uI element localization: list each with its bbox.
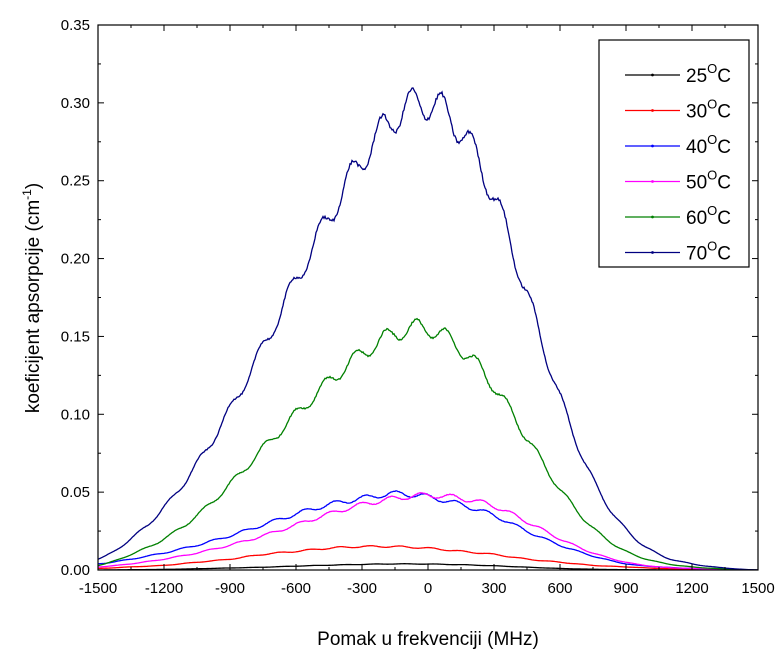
- legend-label-40: 40OC: [686, 132, 731, 158]
- y-tick-label: 0.25: [61, 173, 90, 190]
- legend-label-50: 50OC: [686, 168, 731, 194]
- y-tick-label: 0.00: [61, 562, 90, 579]
- legend-label-25: 25OC: [686, 61, 731, 87]
- legend-label-70: 70OC: [686, 239, 731, 265]
- x-tick-label: 600: [547, 580, 572, 597]
- series-line-40: [98, 490, 758, 570]
- x-tick-label: 1200: [675, 580, 708, 597]
- legend-marker-50: [651, 180, 654, 183]
- y-axis-title: koeficijent apsorpcije (cm-1): [20, 183, 44, 413]
- legend-marker-25: [651, 73, 654, 77]
- series-line-60: [98, 317, 758, 570]
- y-tick-label: 0.30: [61, 95, 90, 112]
- legend-marker-30: [651, 109, 654, 112]
- series-layer: [98, 87, 758, 570]
- legend-box: [598, 39, 750, 268]
- legend: 25OC 30OC 40OC 50OC 60OC 70OC: [598, 39, 750, 268]
- x-tick-label: 0: [424, 580, 432, 597]
- y-tick-label: 0.35: [61, 17, 90, 34]
- legend-marker-70: [651, 251, 654, 254]
- legend-marker-40: [651, 144, 654, 148]
- x-axis-title: Pomak u frekvenciji (MHz): [317, 629, 539, 650]
- x-tick-label: -900: [215, 580, 245, 597]
- x-tick-label: 900: [613, 580, 638, 597]
- series-line-50: [98, 492, 758, 570]
- x-axis: -1500 -1200 -900 -600 -300 0 300 600 900 1200 1500: [79, 25, 775, 597]
- x-tick-label: -300: [347, 580, 377, 597]
- y-tick-label: 0.20: [61, 251, 90, 268]
- legend-marker-60: [651, 215, 654, 219]
- x-tick-label: 300: [481, 580, 506, 597]
- y-axis: 0.00 0.05 0.10 0.15 0.20 0.25 0.30 0.35: [61, 17, 758, 579]
- x-tick-label: -600: [281, 580, 311, 597]
- legend-label-60: 60OC: [686, 203, 731, 229]
- x-tick-label: -1500: [79, 580, 117, 597]
- y-tick-label: 0.15: [61, 328, 90, 345]
- x-tick-label: 1500: [741, 580, 774, 597]
- legend-label-30: 30OC: [686, 97, 731, 123]
- x-tick-label: -1200: [145, 580, 183, 597]
- y-tick-label: 0.10: [61, 406, 90, 423]
- y-tick-label: 0.05: [61, 484, 90, 501]
- series-line-70: [98, 87, 758, 570]
- series-line-30: [98, 544, 758, 570]
